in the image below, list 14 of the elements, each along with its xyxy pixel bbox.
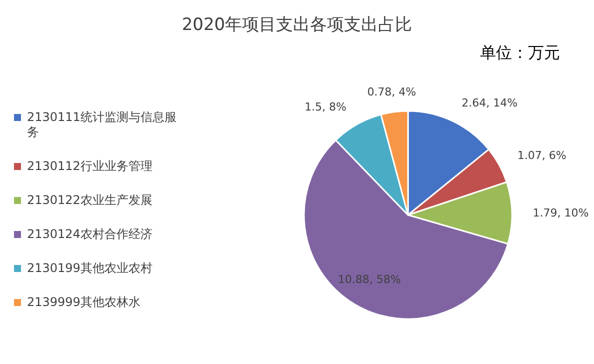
legend-label: 2130124农村合作经济 [27, 227, 154, 242]
data-label: 1.07, 6% [517, 148, 566, 162]
legend-label: 2130112行业业务管理 [27, 159, 154, 174]
data-label: 10.88, 58% [338, 273, 401, 286]
data-label: 2.64, 14% [462, 96, 518, 110]
chart-title: 2020年项目支出各项支出占比 [182, 15, 412, 35]
data-label: 0.78, 4% [367, 85, 416, 98]
data-label: 1.79, 10% [532, 206, 589, 220]
text: 单位：万元 [480, 43, 560, 62]
legend-label: 2130122农业生产发展 [27, 193, 154, 208]
legend-label: 2139999其他农林水 [27, 295, 142, 310]
legend-label: 2130111统计监测与信息服务 [27, 110, 177, 140]
legend-label: 2130199其他农业农村 [27, 261, 154, 276]
data-label: 1.5, 8% [304, 100, 347, 114]
